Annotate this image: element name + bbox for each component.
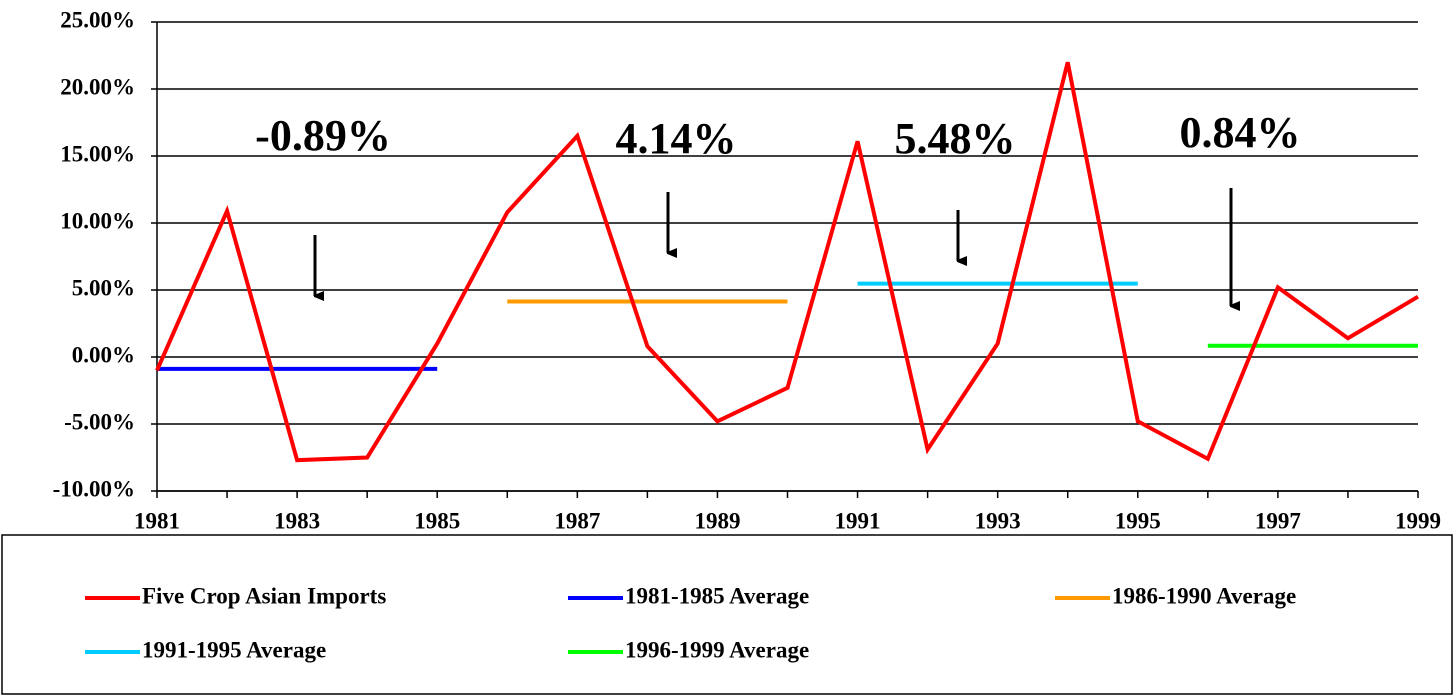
annotation: 0.84% [1180, 108, 1301, 157]
x-tick-label: 1983 [274, 508, 320, 533]
legend-label: 1981-1985 Average [625, 583, 809, 608]
x-tick-label: 1997 [1255, 508, 1301, 533]
x-tick-label: 1993 [975, 508, 1021, 533]
series-line [155, 61, 1420, 463]
y-tick-label: 20.00% [60, 74, 135, 99]
legend-label: 1986-1990 Average [1112, 583, 1296, 608]
x-tick-label: 1987 [554, 508, 600, 533]
legend-label: 1991-1995 Average [142, 637, 326, 662]
annotation: 4.14% [616, 114, 737, 163]
annotation: 5.48% [895, 114, 1016, 163]
y-tick-label: 15.00% [60, 141, 135, 166]
y-tick-label: -10.00% [53, 476, 135, 501]
y-tick-label: 0.00% [72, 342, 135, 367]
annotation: -0.89% [255, 111, 391, 160]
x-tick-label: 1995 [1115, 508, 1161, 533]
x-tick-label: 1985 [414, 508, 460, 533]
x-tick-label: 1981 [134, 508, 180, 533]
y-tick-label: 25.00% [60, 7, 135, 32]
legend-box [1, 534, 1453, 695]
legend-label: 1996-1999 Average [625, 637, 809, 662]
y-tick-label: -5.00% [64, 409, 135, 434]
x-tick-label: 1989 [694, 508, 740, 533]
x-tick-label: 1999 [1395, 508, 1441, 533]
y-tick-label: 5.00% [72, 275, 135, 300]
arrows [313, 188, 1231, 306]
legend-label: Five Crop Asian Imports [142, 583, 386, 608]
x-tick-label: 1991 [835, 508, 881, 533]
y-tick-label: 10.00% [60, 208, 135, 233]
